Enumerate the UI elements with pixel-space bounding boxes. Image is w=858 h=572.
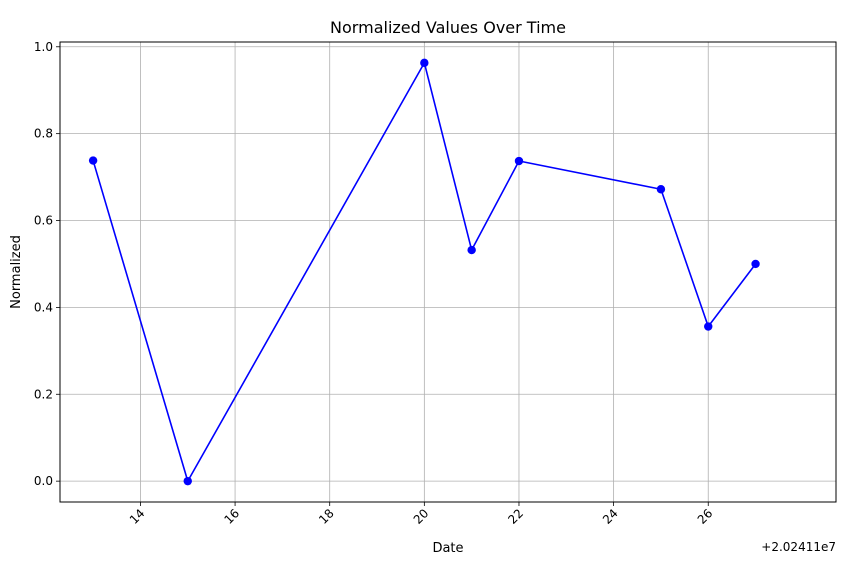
y-axis-label: Normalized [9,235,24,309]
x-tick-label: 26 [695,506,716,527]
series-line [92,62,757,482]
y-tick-label: 0.2 [34,387,53,401]
x-axis-offset-text: +2.02411e7 [761,540,836,554]
data-point [183,476,192,486]
x-tick-label: 16 [221,506,242,527]
x-tick-label: 20 [411,506,432,527]
data-point [88,156,98,165]
data-point [656,185,666,194]
grid [60,42,836,502]
series-layer [88,58,760,486]
y-axis-ticks: 0.0 0.2 0.4 0.6 0.8 1.0 [34,40,60,488]
data-point [514,156,524,166]
plot-frame [59,41,837,503]
data-point [467,245,476,255]
x-tick-label: 24 [600,506,621,527]
data-point [420,58,429,68]
y-tick-label: 1.0 [34,40,53,54]
y-tick-label: 0.0 [34,474,53,488]
x-tick-label: 14 [127,506,148,527]
x-axis-label: Date [432,541,463,556]
data-point [704,322,713,331]
y-tick-label: 0.6 [34,214,53,228]
y-tick-label: 0.8 [34,127,53,141]
y-tick-label: 0.4 [34,300,53,314]
x-axis-ticks: 14 16 18 20 22 24 26 [127,502,716,527]
chart-title: Normalized Values Over Time [330,18,566,37]
x-tick-label: 22 [505,506,526,527]
x-tick-label: 18 [316,506,337,527]
data-point [751,259,760,269]
